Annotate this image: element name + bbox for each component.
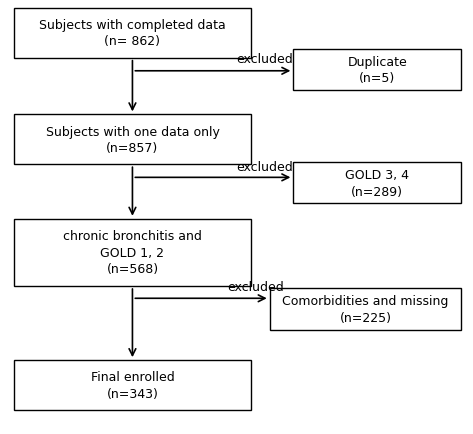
Text: (n=568): (n=568): [106, 263, 158, 276]
FancyBboxPatch shape: [293, 163, 461, 204]
Text: GOLD 3, 4: GOLD 3, 4: [345, 169, 409, 181]
Text: (n=857): (n=857): [106, 142, 158, 155]
Text: excluded: excluded: [236, 160, 293, 173]
FancyBboxPatch shape: [293, 50, 461, 91]
Text: chronic bronchitis and: chronic bronchitis and: [63, 230, 202, 243]
FancyBboxPatch shape: [14, 360, 251, 410]
FancyBboxPatch shape: [14, 219, 251, 286]
Text: excluded: excluded: [227, 281, 284, 294]
Text: (n=225): (n=225): [340, 311, 391, 324]
Text: Subjects with completed data: Subjects with completed data: [39, 19, 226, 32]
Text: Final enrolled: Final enrolled: [90, 371, 175, 383]
Text: (n=5): (n=5): [359, 72, 395, 85]
Text: (n=343): (n=343): [106, 387, 158, 400]
Text: GOLD 1, 2: GOLD 1, 2: [100, 247, 165, 259]
Text: Subjects with one data only: Subjects with one data only: [45, 125, 219, 138]
FancyBboxPatch shape: [270, 289, 461, 330]
Text: (n= 862): (n= 862): [105, 36, 160, 48]
FancyBboxPatch shape: [14, 9, 251, 59]
Text: excluded: excluded: [236, 53, 293, 66]
Text: Comorbidities and missing: Comorbidities and missing: [282, 295, 448, 307]
Text: Duplicate: Duplicate: [347, 56, 407, 69]
Text: (n=289): (n=289): [351, 185, 403, 198]
FancyBboxPatch shape: [14, 115, 251, 165]
